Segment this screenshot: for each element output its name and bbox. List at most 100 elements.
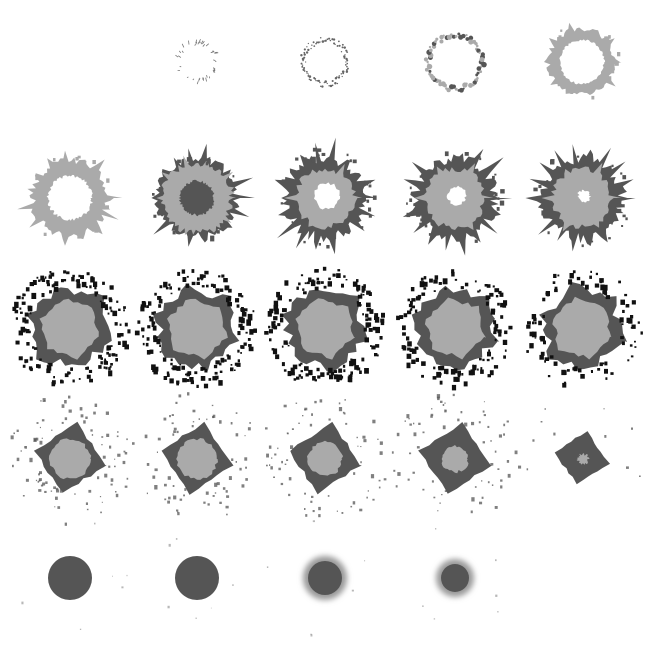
debris-particle xyxy=(305,514,308,517)
debris-particle xyxy=(336,378,340,382)
debris-particle xyxy=(232,182,237,187)
debris-particle xyxy=(20,450,22,452)
debris-particle xyxy=(361,357,365,362)
debris-particle xyxy=(356,367,361,371)
debris-particle xyxy=(196,384,199,388)
debris-particle xyxy=(339,375,344,379)
debris-particle xyxy=(268,325,271,329)
debris-particle xyxy=(605,295,610,300)
debris-particle xyxy=(409,452,412,455)
debris-particle xyxy=(542,314,545,318)
debris-particle xyxy=(24,319,29,324)
debris-particle xyxy=(304,282,307,285)
debris-particle xyxy=(245,466,247,469)
debris-particle xyxy=(464,422,468,427)
debris-particle xyxy=(430,413,434,417)
debris-particle xyxy=(56,489,59,493)
debris-particle xyxy=(503,423,506,427)
debris-particle xyxy=(109,285,114,290)
debris-particle xyxy=(170,292,173,295)
debris-particle xyxy=(547,375,551,378)
debris-particle xyxy=(235,412,238,414)
debris-particle xyxy=(495,295,499,298)
debris-particle xyxy=(539,354,544,360)
debris-particle xyxy=(53,287,59,292)
debris-particle xyxy=(228,476,232,480)
debris-particle xyxy=(273,476,275,478)
debris-particle xyxy=(311,156,316,163)
debris-particle xyxy=(526,324,531,329)
debris-particle xyxy=(158,299,163,304)
debris-particle xyxy=(266,453,269,458)
debris-particle xyxy=(597,368,601,371)
debris-particle xyxy=(503,300,508,306)
debris-particle xyxy=(119,323,122,326)
debris-particle xyxy=(102,295,108,300)
debris-particle xyxy=(166,371,170,374)
debris-particle xyxy=(225,505,229,509)
debris-particle xyxy=(444,490,447,492)
debris-particle xyxy=(66,271,70,275)
debris-particle xyxy=(80,275,84,279)
debris-particle xyxy=(318,514,321,518)
debris-particle xyxy=(176,380,180,384)
debris-particle xyxy=(498,434,502,438)
debris-particle xyxy=(303,240,306,244)
debris-particle xyxy=(518,465,522,469)
debris-particle xyxy=(343,369,346,373)
debris-particle xyxy=(308,369,313,376)
debris-particle xyxy=(123,450,126,453)
debris-particle xyxy=(210,607,212,609)
debris-particle xyxy=(626,466,629,469)
debris-particle xyxy=(539,336,544,340)
debris-particle xyxy=(545,167,548,170)
debris-particle xyxy=(212,495,215,497)
debris-particle xyxy=(361,289,365,293)
debris-particle xyxy=(152,193,155,196)
debris-particle xyxy=(500,479,503,482)
debris-particle xyxy=(123,306,126,309)
debris-particle xyxy=(185,373,188,376)
debris-particle xyxy=(489,292,494,297)
debris-particle xyxy=(183,494,185,497)
debris-particle xyxy=(51,429,53,431)
debris-particle xyxy=(14,309,19,314)
debris-particle xyxy=(490,308,495,315)
debris-particle xyxy=(77,155,81,159)
debris-particle xyxy=(413,422,415,425)
debris-particle xyxy=(48,274,51,276)
debris-particle xyxy=(124,452,128,455)
debris-particle xyxy=(631,300,636,305)
debris-particle xyxy=(151,323,155,327)
debris-particle xyxy=(248,346,254,352)
debris-particle xyxy=(240,345,244,349)
debris-particle xyxy=(629,344,633,347)
debris-particle xyxy=(352,159,357,164)
light-core-region xyxy=(424,297,486,360)
debris-particle xyxy=(244,308,248,312)
debris-particle xyxy=(500,302,504,308)
debris-particle xyxy=(474,486,477,488)
debris-particle xyxy=(48,275,52,279)
debris-particle xyxy=(514,450,518,455)
debris-particle xyxy=(27,305,32,310)
debris-particle xyxy=(167,605,170,609)
debris-particle xyxy=(485,301,489,306)
debris-particle xyxy=(417,294,422,299)
debris-particle xyxy=(479,289,481,292)
debris-particle xyxy=(288,299,292,302)
debris-particle xyxy=(491,484,494,486)
debris-particle xyxy=(44,490,47,493)
debris-particle xyxy=(239,467,242,471)
debris-particle xyxy=(411,348,417,354)
debris-particle xyxy=(504,330,508,335)
debris-particle xyxy=(152,475,156,479)
debris-particle xyxy=(553,273,557,278)
debris-particle xyxy=(117,333,121,338)
debris-particle xyxy=(499,200,505,206)
debris-particle xyxy=(274,453,277,456)
debris-particle xyxy=(431,480,434,483)
debris-particle xyxy=(626,317,631,323)
debris-particle xyxy=(35,479,38,482)
debris-particle xyxy=(302,288,305,291)
